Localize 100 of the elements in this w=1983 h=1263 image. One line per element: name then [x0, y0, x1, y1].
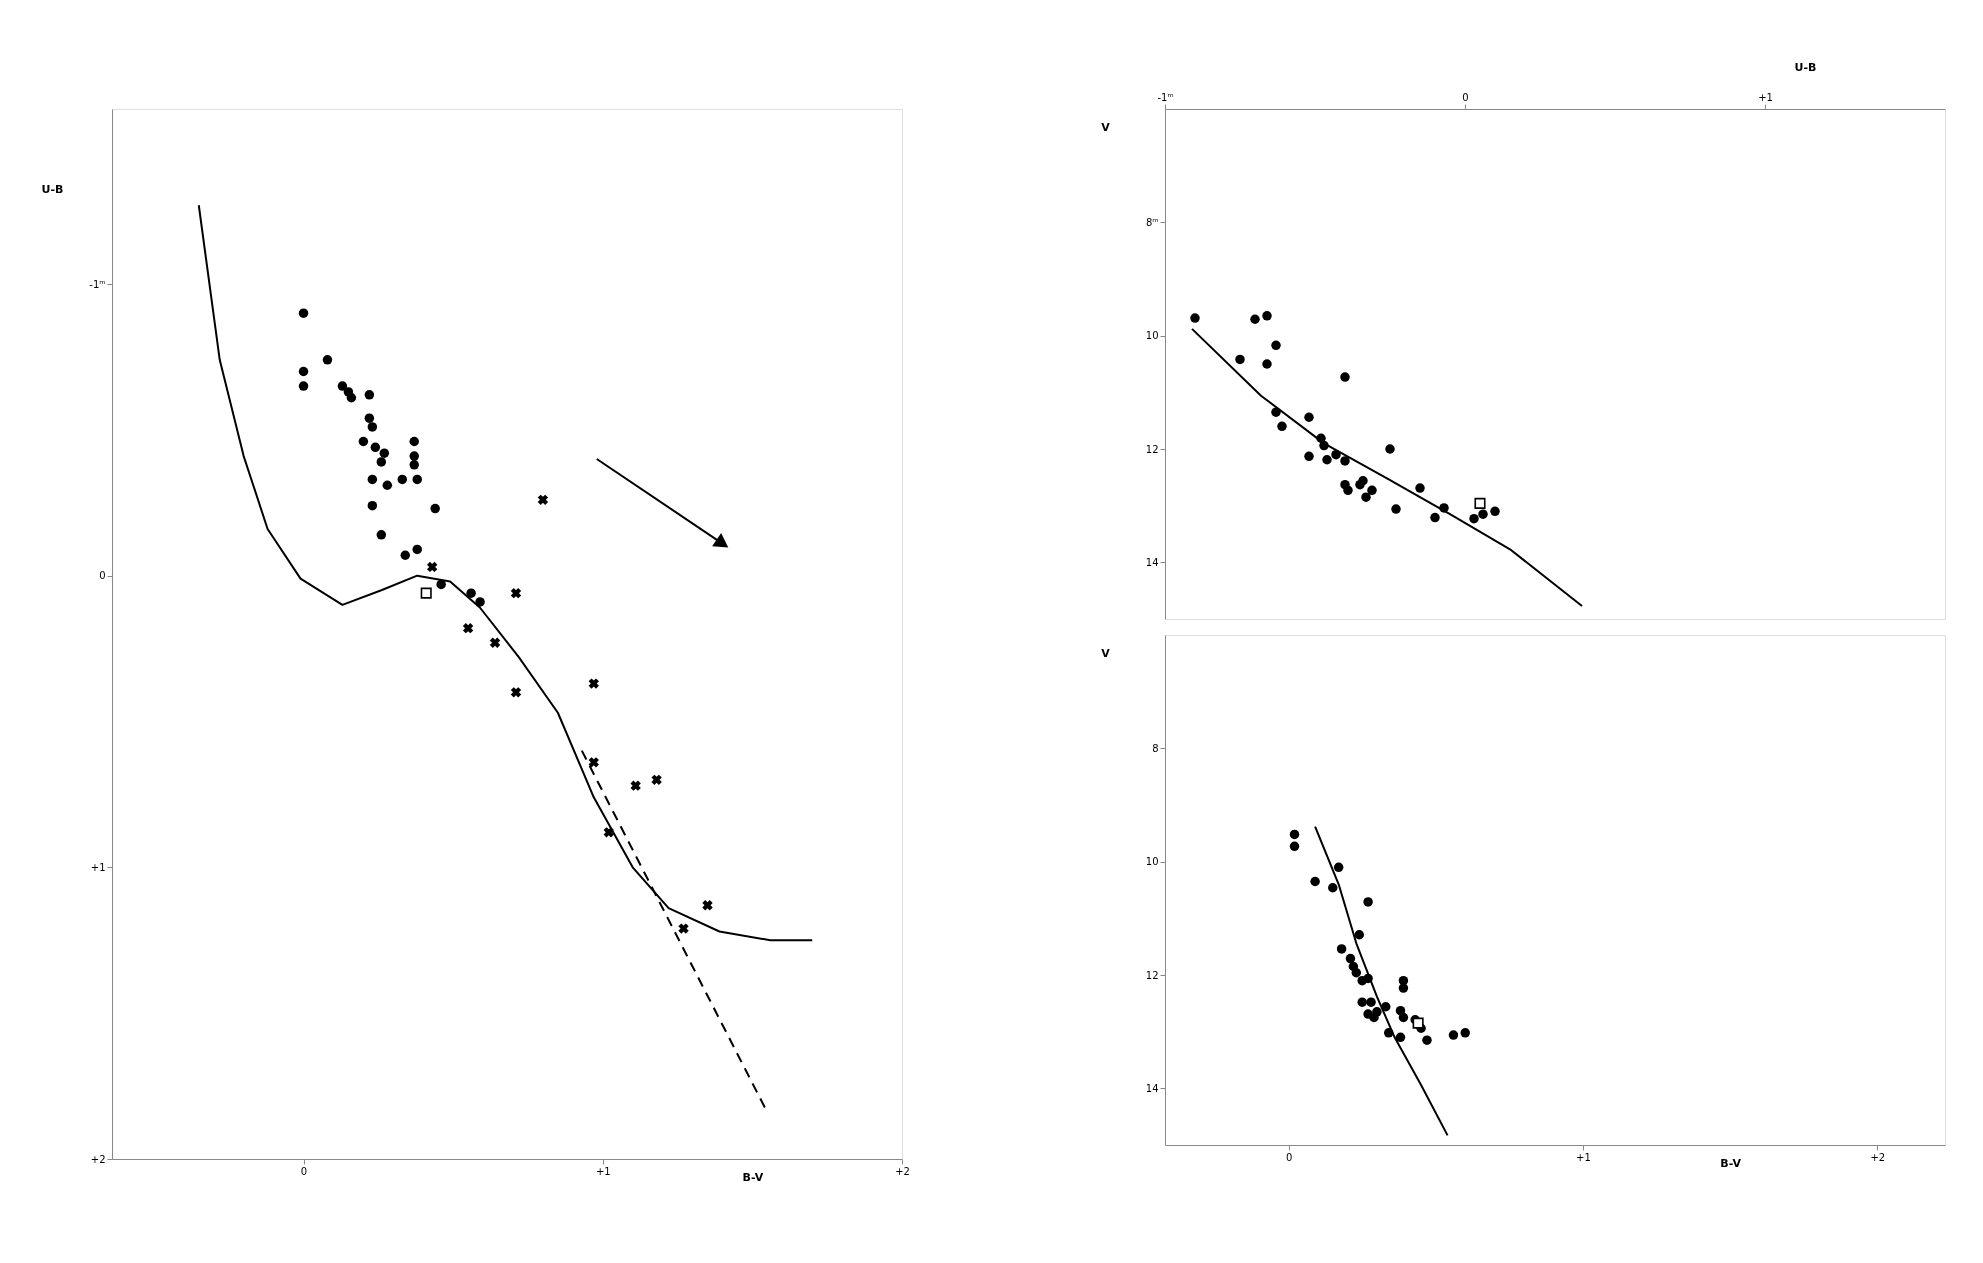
y-tick-label: 8 [1152, 742, 1159, 754]
x-tick-label: +1 [595, 1165, 611, 1177]
line-series [1191, 327, 1583, 607]
point [1304, 412, 1314, 422]
point [1262, 311, 1272, 321]
point [1277, 421, 1287, 432]
point [364, 390, 375, 400]
y-tick-label: +1 [90, 861, 106, 873]
point [1345, 953, 1356, 964]
point [1358, 476, 1368, 486]
point [1351, 968, 1362, 978]
point [1415, 483, 1425, 493]
x-tick-label: 0 [1285, 1151, 1293, 1163]
point [1366, 997, 1376, 1007]
point [1367, 485, 1377, 496]
x-axis-title: U-B [1794, 60, 1817, 74]
point [466, 588, 476, 598]
point [412, 474, 422, 485]
point [1398, 1012, 1409, 1023]
point [510, 687, 522, 698]
y-tick-label: -1ᵐ [89, 278, 106, 290]
point [1289, 829, 1300, 840]
point [1474, 497, 1486, 509]
point [1478, 509, 1488, 519]
point [603, 827, 614, 838]
point [400, 550, 410, 560]
x-tick-label: 0 [300, 1165, 308, 1177]
point [1361, 492, 1371, 502]
point [1250, 314, 1260, 324]
point [427, 561, 438, 573]
point [1369, 1012, 1379, 1023]
point [1383, 1028, 1394, 1038]
point [630, 780, 641, 791]
point [298, 381, 309, 391]
y-tick-label: 14 [1145, 556, 1159, 568]
point [1319, 440, 1329, 451]
point [702, 900, 713, 911]
point [1271, 407, 1281, 417]
point [588, 757, 599, 768]
y-tick-label: 10 [1145, 856, 1159, 868]
point [1448, 1030, 1459, 1040]
point [1340, 456, 1350, 466]
x-tick-label: +1 [1758, 91, 1773, 103]
point [475, 597, 485, 607]
point [376, 457, 387, 467]
point [436, 579, 446, 590]
point [358, 436, 369, 447]
point [1271, 340, 1281, 351]
point [1333, 862, 1344, 873]
x-axis-title: B-V [1720, 1156, 1742, 1170]
point [510, 587, 522, 599]
point [537, 494, 549, 506]
y-tick-label: 14 [1145, 1082, 1159, 1094]
point [343, 387, 354, 397]
point [409, 460, 419, 470]
y-tick-label: 12 [1145, 969, 1159, 981]
point [1439, 503, 1449, 513]
y-tick-label: 12 [1145, 443, 1159, 455]
point [364, 413, 375, 423]
point [1354, 930, 1365, 940]
point [1289, 841, 1300, 852]
point [1363, 973, 1373, 984]
point [1343, 485, 1353, 496]
x-axis-title: B-V [742, 1170, 764, 1184]
point [1336, 944, 1347, 954]
point [379, 448, 390, 458]
point [367, 422, 378, 432]
point [1391, 504, 1401, 514]
point [430, 503, 440, 514]
y-axis-title: V [1101, 646, 1111, 660]
point [1398, 983, 1409, 993]
point [1331, 449, 1341, 460]
point [1412, 1017, 1424, 1029]
point [1385, 444, 1395, 454]
point [298, 366, 309, 377]
line-series [1314, 825, 1449, 1137]
point [1469, 513, 1479, 524]
point [412, 544, 422, 555]
point [370, 442, 381, 453]
x-tick-label: +2 [1870, 1151, 1886, 1163]
point [409, 451, 419, 461]
y-axis-title: V [1101, 120, 1111, 134]
point [1430, 512, 1440, 523]
point [1316, 433, 1326, 443]
y-tick-label: 10 [1145, 330, 1159, 342]
point [1490, 506, 1500, 517]
point [376, 530, 387, 540]
point [678, 923, 689, 934]
point [367, 474, 378, 485]
point [1395, 1032, 1406, 1043]
point [382, 480, 393, 490]
y-tick-label: 8ᵐ [1145, 216, 1159, 228]
point [367, 500, 378, 511]
point [588, 678, 599, 689]
point [409, 436, 419, 447]
point [337, 381, 348, 391]
point [1357, 997, 1367, 1007]
point [1304, 451, 1314, 462]
x-tick-label: -1ᵐ [1157, 91, 1174, 103]
point [1322, 455, 1332, 465]
